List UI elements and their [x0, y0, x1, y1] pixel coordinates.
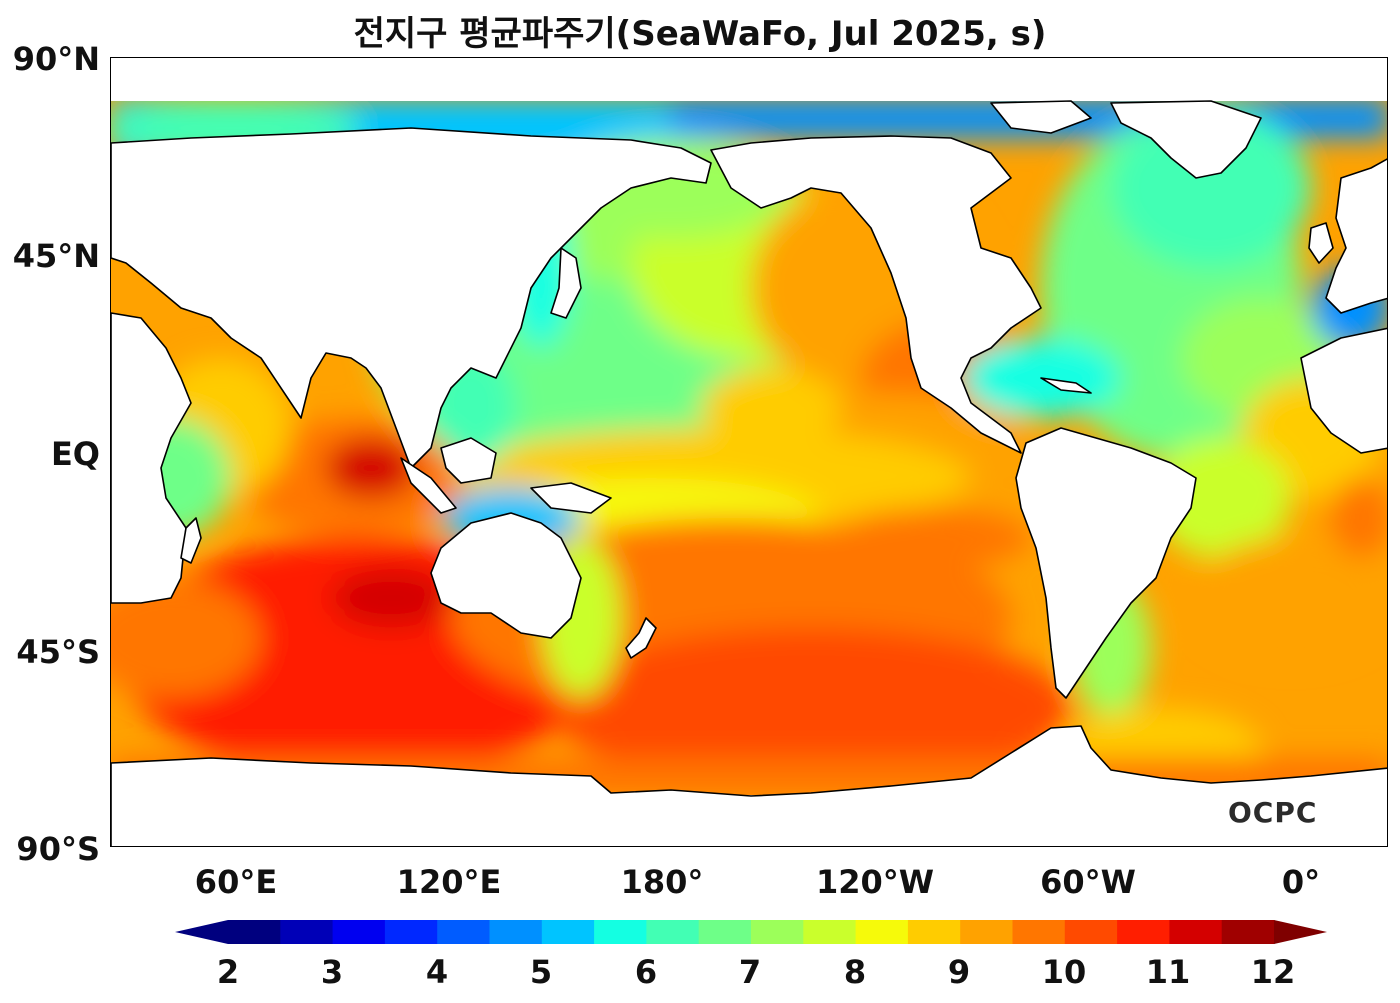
colorbar-cell [384, 920, 438, 944]
landmass-africa [111, 312, 192, 604]
landmass-greenland [1110, 100, 1262, 179]
landmass-north-america [710, 135, 1042, 454]
colorbar-cell [1117, 920, 1170, 944]
landmass-madagascar [180, 517, 202, 564]
landmass-sumatra [400, 457, 457, 514]
colorbar-cell [698, 920, 752, 944]
colorbar-cell [907, 920, 961, 944]
landmass-cuba [1040, 377, 1092, 394]
colorbar-tick: 2 [216, 953, 240, 991]
colorbar-cell [541, 920, 595, 944]
colorbar-tick: 11 [1145, 953, 1191, 991]
colorbar-cell [751, 920, 804, 944]
colorbar-extend-max [1274, 920, 1327, 944]
colorbar-tick: 5 [529, 953, 553, 991]
landmass-australia [430, 512, 582, 639]
landmass-eurasia [111, 127, 712, 469]
colorbar-tick: 6 [634, 953, 658, 991]
landmass-new-guinea [530, 482, 612, 514]
lon-label-60e: 60°E [194, 863, 278, 901]
colorbar-cell [228, 920, 281, 944]
lat-label-eq: EQ [50, 435, 100, 473]
map-field-svg [111, 100, 1387, 846]
colorbar-tick: 9 [947, 953, 971, 991]
colorbar-cell [437, 920, 491, 944]
colorbar-cell [646, 920, 700, 944]
lat-label-90n: 90°N [12, 40, 100, 78]
colorbar-cell [1064, 920, 1118, 944]
landmass-british-isles [1308, 222, 1334, 264]
lat-label-45s: 45°S [16, 633, 100, 671]
colorbar-tick: 7 [738, 953, 762, 991]
landmass-japan [550, 247, 582, 319]
lon-label-120e: 120°E [396, 863, 502, 901]
colorbar-tick: 3 [320, 953, 344, 991]
colorbar [175, 920, 1327, 944]
lat-label-45n: 45°N [12, 237, 100, 275]
colorbar-cell [960, 920, 1014, 944]
wave-period-map [110, 57, 1388, 847]
colorbar-cell [594, 920, 647, 944]
landmass-new-zealand [625, 617, 657, 659]
colorbar-cell [280, 920, 334, 944]
lon-label-0: 0° [1281, 863, 1321, 901]
landmass-south-america [1015, 427, 1197, 699]
lon-label-120w: 120°W [815, 863, 935, 901]
ocpc-logo: OCPC [1228, 796, 1318, 829]
lat-label-90s: 90°S [16, 830, 100, 868]
colorbar-tick: 10 [1041, 953, 1087, 991]
colorbar-extend-min [175, 920, 228, 944]
colorbar-tick: 12 [1250, 953, 1296, 991]
lon-label-60w: 60°W [1040, 863, 1136, 901]
land-masses [111, 100, 1387, 846]
colorbar-cell [332, 920, 386, 944]
colorbar-cell [1221, 920, 1275, 944]
colorbar-cell [803, 920, 857, 944]
landmass-antarctica [111, 725, 1387, 846]
lon-label-180: 180° [620, 863, 704, 901]
colorbar-tick: 4 [425, 953, 449, 991]
colorbar-tick: 8 [843, 953, 867, 991]
map-title: 전지구 평균파주기(SeaWaFo, Jul 2025, s) [353, 14, 1047, 54]
colorbar-cell [1012, 920, 1066, 944]
colorbar-cell [855, 920, 909, 944]
colorbar-cell [489, 920, 543, 944]
colorbar-cell [1169, 920, 1223, 944]
landmass-europe [1325, 158, 1387, 314]
landmass-arctic-islands [990, 100, 1092, 134]
landmass-west-africa [1300, 327, 1387, 454]
landmass-borneo [440, 437, 497, 484]
